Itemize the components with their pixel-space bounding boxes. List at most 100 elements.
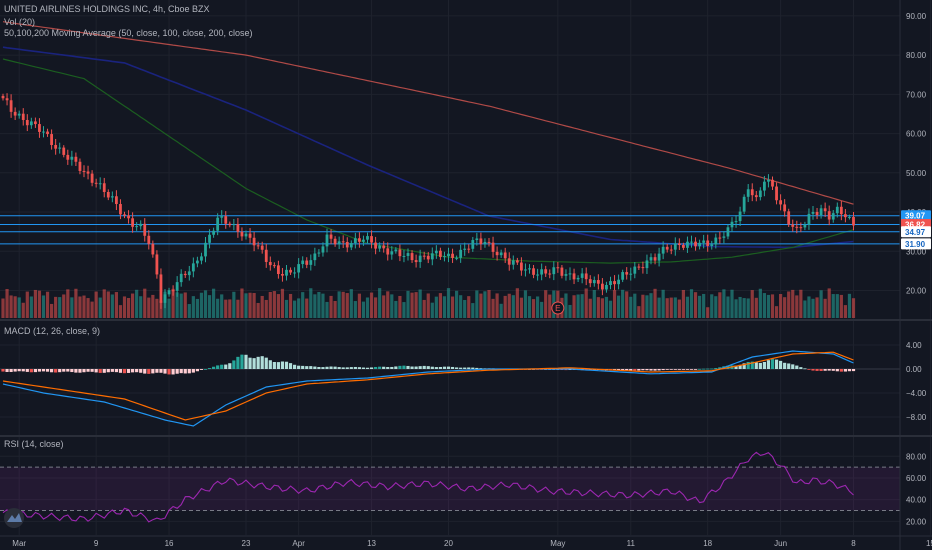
volume-bar <box>588 298 592 318</box>
volume-bar <box>762 293 766 318</box>
volume-bar <box>414 292 418 318</box>
volume-bar <box>799 289 803 318</box>
volume-bar <box>738 296 742 318</box>
volume-bar <box>459 295 463 318</box>
volume-legend[interactable]: Vol (20) <box>4 17 36 27</box>
price-badge[interactable]: 34.97 <box>901 226 931 238</box>
macd-histogram-bar <box>236 356 240 369</box>
macd-histogram-bar <box>276 362 280 369</box>
volume-bar <box>122 296 127 318</box>
earnings-marker[interactable]: E <box>551 301 565 315</box>
candle-body <box>196 260 199 264</box>
volume-bar <box>734 299 738 318</box>
macd-histogram-bar <box>118 369 123 373</box>
volume-bar <box>369 292 374 318</box>
price-badge[interactable]: 39.07 <box>901 210 931 222</box>
macd-histogram-bar <box>669 369 673 370</box>
candle-body <box>155 254 159 275</box>
volume-bar <box>422 299 426 318</box>
candle-body <box>179 273 183 283</box>
price-axis[interactable]: 20.00 30.00 40.00 50.00 60.00 70.00 80.00 90.00… <box>901 12 931 526</box>
volume-bar <box>568 304 572 318</box>
macd-histogram-bar <box>706 368 710 370</box>
candle-body <box>520 262 523 271</box>
volume-bar <box>455 290 459 318</box>
rsi-line <box>2 451 854 523</box>
candle-body <box>29 121 33 126</box>
candle-body <box>475 238 479 241</box>
y-tick-label: 40.00 <box>906 496 927 505</box>
volume-bar <box>843 305 847 318</box>
macd-histogram-bar <box>297 365 301 369</box>
macd-histogram-bar <box>264 357 268 369</box>
volume-bar <box>260 295 264 318</box>
candle-body <box>532 268 535 275</box>
macd-histogram-bar <box>815 369 819 371</box>
macd-legend[interactable]: MACD (12, 26, close, 9) <box>4 326 101 336</box>
volume-bar <box>220 294 224 318</box>
volume-bar <box>471 303 475 318</box>
candle-body <box>13 111 17 116</box>
candle-body <box>742 196 746 212</box>
volume-bar <box>779 294 783 318</box>
volume-bar <box>179 293 183 318</box>
rsi-legend[interactable]: RSI (14, close) <box>4 439 64 449</box>
candle-body <box>208 234 211 243</box>
x-tick-label: 15 <box>926 539 932 548</box>
candle-body <box>5 98 9 101</box>
candle-body <box>147 235 151 244</box>
volume-bar <box>50 303 54 318</box>
macd-histogram-bar <box>187 369 191 374</box>
event-markers[interactable]: E <box>551 301 565 315</box>
macd-histogram-bar <box>155 369 159 373</box>
volume-bar <box>78 296 82 318</box>
macd-histogram-bar <box>807 369 811 370</box>
y-tick-label: 0.00 <box>906 365 922 374</box>
candle-body <box>54 144 58 149</box>
candle-body <box>649 257 653 261</box>
candle-body <box>248 233 252 238</box>
volume-bar <box>438 293 442 318</box>
candle-body <box>673 243 677 250</box>
candle-body <box>370 236 373 243</box>
volume-bar <box>276 294 280 318</box>
candle-body <box>212 230 215 235</box>
macd-histogram-bar <box>770 359 775 369</box>
volume-bar <box>45 291 50 318</box>
macd-histogram-bar <box>216 365 220 369</box>
volume-bar <box>544 290 548 318</box>
volume-bar <box>742 298 746 318</box>
macd-histogram-bar <box>386 367 390 369</box>
macd-histogram-bar <box>313 366 317 369</box>
candle-body <box>272 265 276 267</box>
volume-bar <box>240 288 244 318</box>
macd-histogram-bar <box>317 366 321 369</box>
macd-histogram-bar <box>714 368 718 369</box>
candle-body <box>682 244 685 248</box>
macd-histogram-bar <box>382 366 386 369</box>
macd-histogram-bar <box>98 369 102 373</box>
macd-histogram-bar <box>758 362 762 369</box>
price-badge[interactable]: 31.90 <box>901 238 931 250</box>
volume-bar <box>151 294 155 318</box>
candle-body <box>487 241 491 243</box>
moving-average-legend[interactable]: 50,100,200 Moving Average (50, close, 10… <box>4 28 253 38</box>
volume-bar <box>94 291 98 318</box>
tradingview-logo[interactable] <box>4 508 24 528</box>
volume-bar <box>851 298 856 318</box>
candle-body <box>491 242 495 252</box>
macd-histogram-bar <box>702 368 706 370</box>
x-tick-label: May <box>550 539 565 548</box>
macd-histogram-bar <box>171 369 175 375</box>
volume-bar <box>106 291 110 318</box>
volume-bar <box>527 296 532 318</box>
macd-histogram-bar <box>422 365 426 369</box>
volume-bar <box>450 296 455 318</box>
volume-bar <box>847 293 852 318</box>
time-axis[interactable]: Mar91623Apr1320May1118Jun81522 <box>12 539 932 548</box>
volume-bar <box>378 288 382 318</box>
macd-histogram-bar <box>122 369 127 374</box>
volume-bar <box>159 300 163 318</box>
